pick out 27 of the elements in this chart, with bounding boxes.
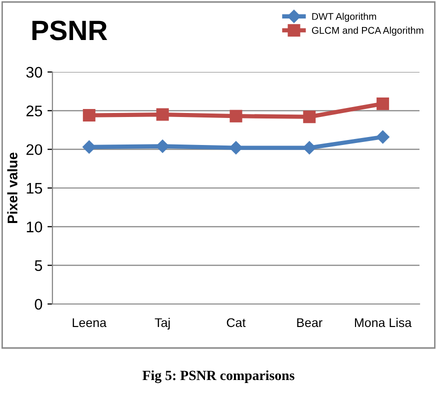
chart-title: PSNR xyxy=(32,20,108,40)
y-tick-label: 5 xyxy=(34,260,42,272)
legend-label: DWT Algorithm xyxy=(312,12,376,22)
point xyxy=(82,140,96,154)
y-axis-title: Pixel value xyxy=(7,152,18,223)
point xyxy=(156,140,170,153)
x-tick-label: Mona Lisa xyxy=(355,318,412,328)
x-tick-label: Bear xyxy=(297,318,322,328)
x-tick-label: Cat xyxy=(226,318,246,328)
y-tick-label: 30 xyxy=(26,66,42,78)
x-tick-label: Taj xyxy=(154,318,170,330)
point xyxy=(229,141,243,154)
point xyxy=(303,110,316,124)
y-tick-label: 25 xyxy=(26,106,42,116)
legend-label: GLCM and PCA Algorithm xyxy=(312,26,424,36)
point xyxy=(376,130,390,144)
caption: Fig 5: PSNR comparisons xyxy=(142,370,294,384)
y-tick-label: 15 xyxy=(26,183,42,194)
point xyxy=(376,97,390,110)
point xyxy=(82,109,96,122)
point xyxy=(302,141,316,154)
point xyxy=(230,110,242,122)
y-tick-label: 10 xyxy=(26,222,42,232)
y-tick-label: 20 xyxy=(26,144,42,156)
point xyxy=(156,108,169,121)
y-tick-label: 0 xyxy=(34,298,42,310)
x-tick-label: Leena xyxy=(72,318,107,328)
